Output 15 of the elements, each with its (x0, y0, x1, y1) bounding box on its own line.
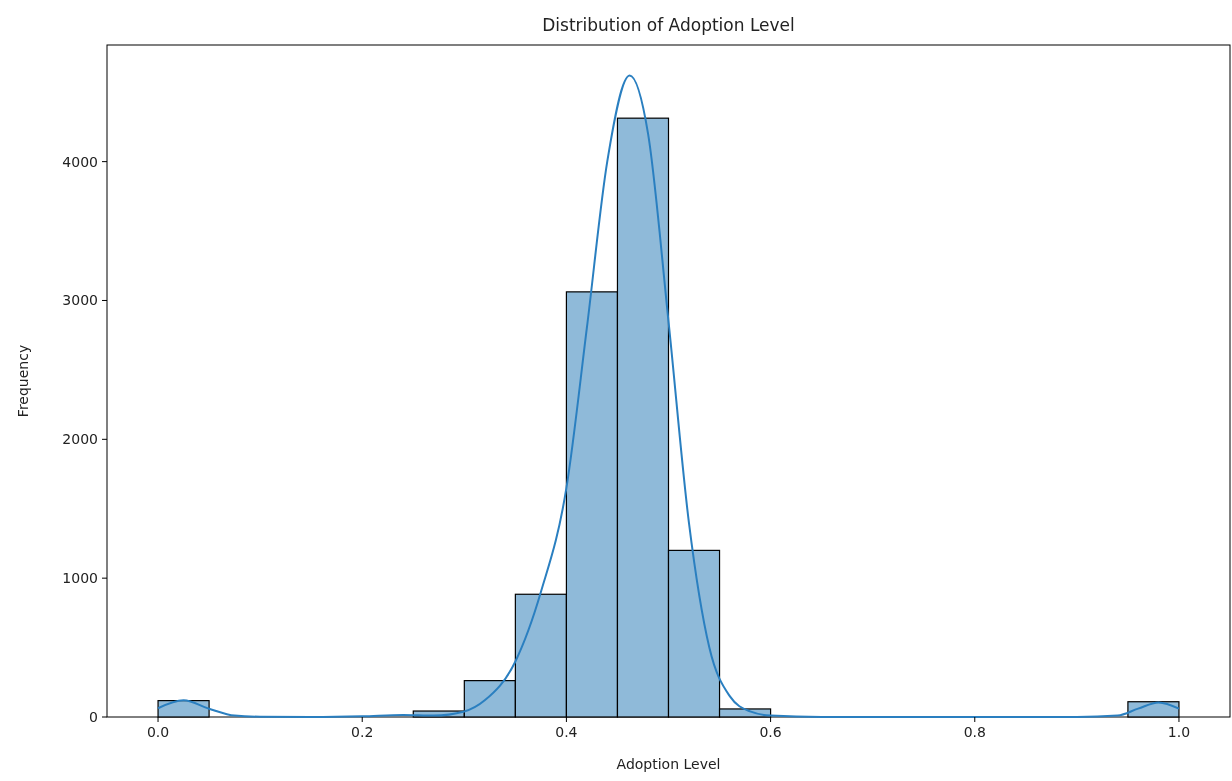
y-axis-title: Frequency (15, 344, 31, 418)
chart-title: Distribution of Adoption Level (542, 15, 795, 35)
x-tick-label: 0.8 (963, 724, 986, 740)
x-tick-label: 0.0 (146, 724, 170, 740)
y-tick-label: 1000 (62, 570, 98, 587)
y-tick-label: 2000 (62, 431, 98, 448)
line-series (157, 74, 1180, 718)
y-tick-label: 4000 (62, 153, 98, 170)
x-axis-title: Adoption Level (616, 756, 721, 772)
y-tick-label: 0 (89, 709, 98, 725)
x-tick-label: 0.4 (555, 724, 578, 740)
x-tick-label: 0.6 (759, 724, 782, 740)
y-tick-label: 3000 (62, 292, 98, 309)
x-tick-label: 1.0 (1167, 724, 1191, 740)
x-tick-label: 0.2 (351, 724, 374, 740)
